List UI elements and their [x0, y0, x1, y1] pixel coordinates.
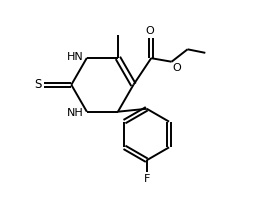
Text: HN: HN: [67, 52, 83, 62]
Text: S: S: [34, 78, 41, 91]
Text: F: F: [143, 173, 150, 184]
Text: O: O: [145, 26, 154, 36]
Text: O: O: [173, 63, 181, 73]
Text: NH: NH: [67, 108, 83, 118]
